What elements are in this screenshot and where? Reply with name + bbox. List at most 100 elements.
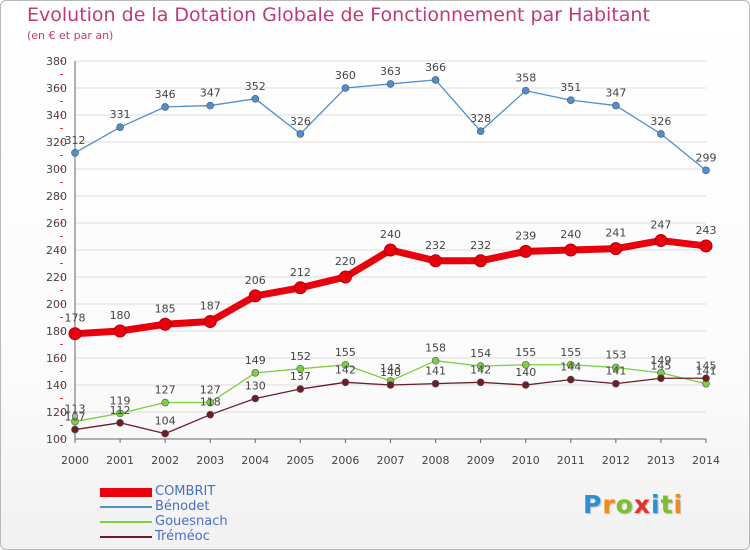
data-point-gouesnach	[161, 398, 169, 407]
x-tick-label: 2008	[422, 454, 450, 467]
data-label-combrit: 212	[290, 266, 311, 279]
data-point-gouesnach	[71, 417, 79, 426]
data-point-combrit	[113, 324, 127, 338]
x-tick-label: 2001	[106, 454, 134, 467]
data-label-tremeoc: 142	[470, 363, 491, 376]
data-label-gouesnach: 149	[650, 354, 671, 367]
data-point-combrit	[429, 254, 443, 268]
legend-label: Gouesnach	[155, 514, 228, 529]
x-tick-label: 2003	[196, 454, 224, 467]
data-point-gouesnach	[116, 409, 124, 418]
data-point-gouesnach	[251, 369, 260, 377]
data-point-benodet	[702, 166, 710, 175]
data-point-tremeoc	[566, 375, 575, 384]
data-label-benodet: 366	[425, 61, 446, 74]
data-label-combrit: 241	[605, 227, 626, 240]
data-point-combrit	[699, 239, 713, 253]
data-point-benodet	[296, 130, 305, 138]
data-label-combrit: 243	[696, 224, 717, 237]
x-tick-label: 2007	[377, 454, 405, 467]
data-point-combrit	[519, 244, 533, 258]
data-label-combrit: 240	[380, 228, 401, 241]
data-point-tremeoc	[296, 385, 305, 393]
y-tick-label: 280	[46, 190, 67, 203]
page-subtitle: (en € et par an)	[27, 29, 114, 42]
page-title: Evolution de la Dotation Globale de Fonc…	[27, 4, 650, 26]
data-label-gouesnach: 149	[245, 354, 266, 367]
data-label-combrit: 180	[110, 309, 131, 322]
y-tick-label: 240	[46, 244, 67, 257]
data-point-benodet	[657, 130, 665, 138]
data-point-benodet	[521, 86, 530, 95]
data-point-benodet	[341, 84, 350, 92]
data-point-gouesnach	[476, 362, 485, 370]
data-point-benodet	[71, 149, 79, 157]
data-label-benodet: 346	[155, 88, 176, 101]
data-label-tremeoc: 145	[650, 359, 671, 372]
legend-swatch	[100, 536, 152, 538]
data-label-gouesnach: 119	[110, 394, 131, 407]
data-point-benodet	[161, 103, 169, 111]
data-label-gouesnach: 113	[65, 402, 86, 415]
data-label-benodet: 299	[696, 151, 717, 164]
y-tick-label: 340	[46, 109, 67, 122]
y-tick-label: 320	[46, 136, 67, 149]
data-label-combrit: 206	[245, 274, 266, 287]
data-point-combrit	[384, 243, 397, 257]
x-tick-label: 2009	[467, 454, 495, 467]
data-label-benodet: 331	[110, 108, 131, 121]
legend-item: Gouesnach	[100, 514, 360, 529]
data-point-tremeoc	[71, 425, 79, 434]
data-point-tremeoc	[476, 378, 485, 387]
data-label-combrit: 187	[200, 300, 221, 313]
data-label-combrit: 240	[560, 228, 581, 241]
data-point-tremeoc	[657, 374, 665, 383]
data-point-combrit	[564, 243, 578, 257]
logo-letter: r	[602, 490, 616, 519]
data-label-benodet: 328	[470, 112, 491, 125]
data-label-gouesnach: 155	[560, 346, 581, 359]
data-label-combrit: 232	[425, 239, 446, 252]
data-label-benodet: 312	[65, 134, 86, 147]
data-point-gouesnach	[341, 360, 350, 369]
data-label-gouesnach: 154	[470, 347, 491, 360]
data-point-benodet	[206, 101, 215, 110]
data-label-tremeoc: 118	[200, 396, 221, 409]
data-label-tremeoc: 130	[245, 380, 266, 393]
data-point-benodet	[566, 96, 575, 104]
data-label-benodet: 347	[200, 87, 221, 100]
legend-swatch	[100, 488, 152, 497]
legend-label: Tréméoc	[155, 529, 210, 544]
data-label-tremeoc: 145	[696, 359, 717, 372]
data-label-tremeoc: 107	[65, 411, 86, 424]
x-tick-label: 2011	[557, 454, 585, 467]
data-label-tremeoc: 140	[380, 366, 401, 379]
data-label-gouesnach: 153	[605, 348, 626, 361]
y-tick-label: 360	[46, 82, 67, 95]
data-label-gouesnach: 158	[425, 342, 446, 355]
logo-letter: o	[615, 490, 634, 519]
data-point-benodet	[431, 76, 440, 84]
data-point-tremeoc	[612, 379, 620, 388]
data-point-tremeoc	[116, 418, 124, 427]
legend-swatch	[100, 506, 152, 508]
data-point-combrit	[248, 289, 262, 303]
logo-letter: t	[660, 490, 674, 519]
data-point-combrit	[203, 315, 217, 329]
data-label-tremeoc: 112	[110, 404, 131, 417]
data-label-tremeoc: 144	[560, 361, 581, 374]
x-tick-label: 2006	[331, 454, 359, 467]
data-label-benodet: 351	[560, 81, 581, 94]
data-label-benodet: 347	[605, 87, 626, 100]
data-label-combrit: 239	[515, 229, 536, 242]
line-chart: 100 120 140 160 180 200 220 240 260 280 300 320 340 3…	[46, 55, 720, 467]
chart-legend: COMBRIT Bénodet Gouesnach Tréméoc	[100, 484, 360, 544]
data-label-gouesnach: 152	[290, 350, 311, 363]
data-label-tremeoc: 104	[155, 415, 176, 428]
data-point-tremeoc	[206, 410, 215, 419]
data-point-tremeoc	[386, 381, 395, 389]
y-tick-label: 220	[46, 271, 67, 284]
legend-swatch	[100, 521, 152, 523]
data-point-tremeoc	[521, 381, 530, 389]
data-label-gouesnach: 141	[696, 365, 717, 378]
